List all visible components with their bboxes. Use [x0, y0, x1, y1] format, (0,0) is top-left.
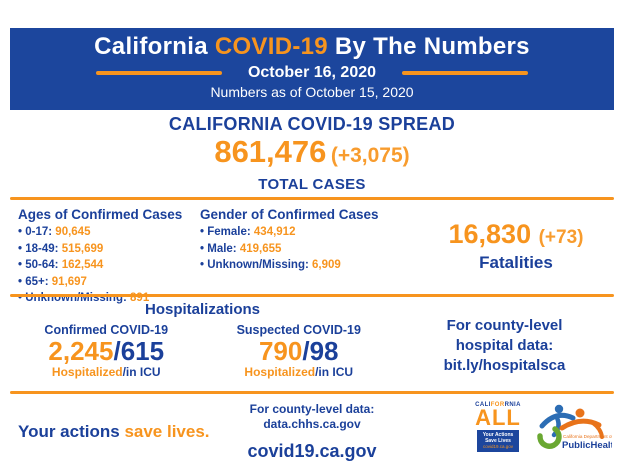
spread-section: CALIFORNIA COVID-19 SPREAD 861,476 (+3,0…: [0, 114, 624, 193]
fatalities-column: 16,830 (+73) Fatalities: [418, 203, 614, 307]
california-all-logo: CALIFORRNIA ALL Your Actions Save Lives …: [474, 402, 522, 452]
ages-column: Ages of Confirmed Cases 0-17: 90,645 18-…: [10, 203, 200, 307]
confirmed-hospitalized-count: 2,245: [48, 336, 114, 366]
county-hospital-data-note: For county-level hospital data: bit.ly/h…: [395, 300, 614, 379]
svg-text:PublicHealth: PublicHealth: [562, 440, 612, 451]
hospitalizations-left: Hospitalizations Confirmed COVID-19 2,24…: [10, 300, 395, 379]
right-divider-line: [402, 71, 529, 75]
svg-text:California Department of: California Department of: [563, 434, 612, 439]
title-post: By The Numbers: [334, 33, 530, 60]
fatalities-value-row: 16,830 (+73): [418, 219, 614, 253]
fatalities-label: Fatalities: [479, 253, 553, 272]
title-pre: California: [94, 33, 208, 60]
confirmed-hospitalizations: Confirmed COVID-19 2,245/615 Hospitalize…: [10, 323, 203, 379]
hospitalizations-section: Hospitalizations Confirmed COVID-19 2,24…: [10, 300, 614, 379]
list-item: 18-49: 515,699: [18, 241, 200, 258]
report-date: October 16, 2020: [247, 64, 377, 81]
confirmed-icu-count: /615: [113, 336, 165, 366]
page-title: California COVID-19 By The Numbers: [10, 28, 614, 61]
fatalities-delta: (+73): [538, 227, 584, 248]
suspected-icu-count: /98: [302, 336, 339, 366]
ages-title: Ages of Confirmed Cases: [18, 207, 183, 222]
footer: Your actions save lives. For county-leve…: [0, 394, 624, 467]
divider-bottom: [10, 391, 614, 394]
fatalities-value: 16,830: [448, 219, 532, 249]
suspected-hospitalized-count: 790: [258, 336, 303, 366]
list-item: 65+: 91,697: [18, 274, 200, 291]
date-row: October 16, 2020: [10, 63, 614, 83]
total-cases-delta: (+3,075): [330, 144, 410, 167]
list-item: Unknown/Missing: 6,909: [200, 257, 418, 274]
confirmed-counts: 2,245/615: [10, 337, 203, 365]
spread-title: CALIFORNIA COVID-19 SPREAD: [168, 114, 456, 134]
county-data-note: For county-level data: data.chhs.ca.gov …: [202, 402, 422, 462]
confirmed-counts-label: Hospitalized/in ICU: [51, 365, 161, 379]
total-cases-numbers: 861,476 (+3,075): [0, 136, 624, 174]
stats-section: Ages of Confirmed Cases 0-17: 90,645 18-…: [10, 203, 614, 307]
suspected-counts-label: Hospitalized/in ICU: [244, 365, 354, 379]
header-banner: California COVID-19 By The Numbers Octob…: [10, 28, 614, 110]
suspected-hospitalizations: Suspected COVID-19 790/98 Hospitalized/i…: [203, 323, 396, 379]
divider-top: [10, 197, 614, 200]
tagline: Your actions save lives.: [18, 422, 210, 441]
list-item: Male: 419,655: [200, 241, 418, 258]
county-data-url: data.chhs.ca.gov: [263, 417, 361, 431]
gender-title: Gender of Confirmed Cases: [200, 207, 379, 222]
covid19-url: covid19.ca.gov: [247, 441, 377, 461]
total-cases-label: TOTAL CASES: [258, 176, 366, 193]
left-divider-line: [95, 71, 222, 75]
divider-middle: [10, 294, 614, 297]
as-of-date: Numbers as of October 15, 2020: [210, 84, 414, 100]
gender-list: Female: 434,912 Male: 419,655 Unknown/Mi…: [200, 224, 418, 274]
suspected-counts: 790/98: [203, 337, 396, 365]
total-cases-value: 861,476: [214, 134, 327, 169]
title-highlight: COVID-19: [214, 33, 328, 60]
cdph-logo-icon: California Department of PublicHealth: [537, 404, 612, 451]
gender-column: Gender of Confirmed Cases Female: 434,91…: [200, 203, 418, 307]
list-item: 0-17: 90,645: [18, 224, 200, 241]
list-item: Female: 434,912: [200, 224, 418, 241]
footer-logos: CALIFORRNIA ALL Your Actions Save Lives …: [474, 402, 612, 460]
hospitalizations-title: Hospitalizations: [144, 301, 260, 318]
list-item: 50-64: 162,544: [18, 257, 200, 274]
hospital-data-url: bit.ly/hospitalsca: [443, 357, 566, 374]
